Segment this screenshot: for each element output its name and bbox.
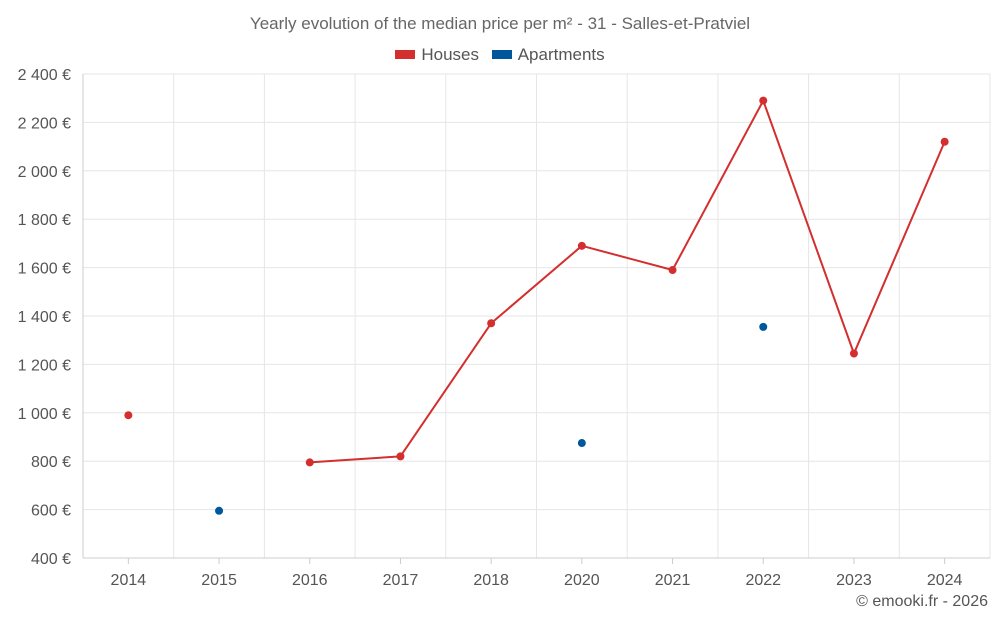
x-tick-label: 2020 [564,572,600,589]
data-point-apartments-2015[interactable] [215,506,224,515]
y-tick-label: 2 200 € [18,115,71,132]
chart-title: Yearly evolution of the median price per… [249,14,751,33]
y-tick-label: 2 400 € [18,67,71,84]
x-tick-label: 2014 [111,572,147,589]
data-point-houses-2022[interactable] [759,96,768,105]
y-tick-label: 600 € [31,503,71,520]
data-point-houses-2017[interactable] [396,452,405,461]
legend-label-houses: Houses [421,45,479,64]
y-tick-label: 1 800 € [18,212,71,229]
x-tick-label: 2023 [836,572,872,589]
series-line-segment-houses [308,455,402,464]
series-line-segment-houses [852,140,946,355]
series-line-segment-houses [490,244,583,325]
y-tick-label: 1 200 € [18,357,71,374]
data-point-houses-2018[interactable] [487,319,496,328]
data-point-houses-2021[interactable] [668,266,677,275]
data-point-houses-2014[interactable] [124,411,133,420]
x-tick-label: 2015 [201,572,237,589]
x-tick-label: 2024 [927,572,963,589]
series-line-segment-houses [671,99,765,272]
series-line-segment-houses [762,99,855,355]
data-point-apartments-2022[interactable] [759,322,768,331]
y-tick-label: 1 000 € [18,406,71,423]
legend-item-houses[interactable]: Houses [395,45,479,65]
x-tick-label: 2021 [655,572,691,589]
x-tick-label: 2016 [292,572,328,589]
series-line-segment-houses [580,244,674,272]
data-point-houses-2024[interactable] [940,137,949,146]
data-point-apartments-2020[interactable] [577,439,586,448]
y-tick-label: 800 € [31,454,71,471]
legend-item-apartments[interactable]: Apartments [491,45,605,65]
legend: Houses Apartments [0,45,1000,65]
data-point-houses-2023[interactable] [849,349,858,358]
y-tick-label: 1 600 € [18,261,71,278]
legend-swatch-houses [395,50,416,59]
credit-text: © emooki.fr - 2026 [856,593,988,610]
x-tick-label: 2018 [473,572,509,589]
x-tick-label: 2017 [383,572,419,589]
data-point-houses-2020[interactable] [577,241,586,250]
series-line-segment-houses [399,322,493,458]
y-tick-label: 1 400 € [18,309,71,326]
y-tick-label: 400 € [31,551,71,568]
x-tick-label: 2022 [745,572,781,589]
legend-swatch-apartments [491,50,512,59]
y-tick-label: 2 000 € [18,164,71,181]
data-point-houses-2016[interactable] [305,458,314,467]
legend-label-apartments: Apartments [517,45,605,64]
